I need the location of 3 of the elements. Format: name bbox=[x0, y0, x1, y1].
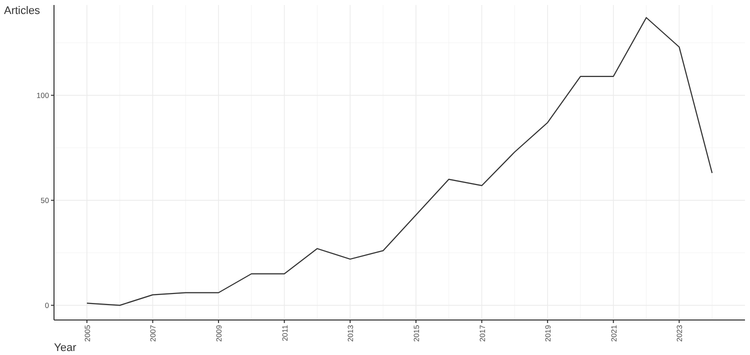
x-axis-title: Year bbox=[54, 342, 77, 354]
y-axis-title: Articles bbox=[4, 5, 41, 17]
line-series bbox=[86, 17, 713, 306]
